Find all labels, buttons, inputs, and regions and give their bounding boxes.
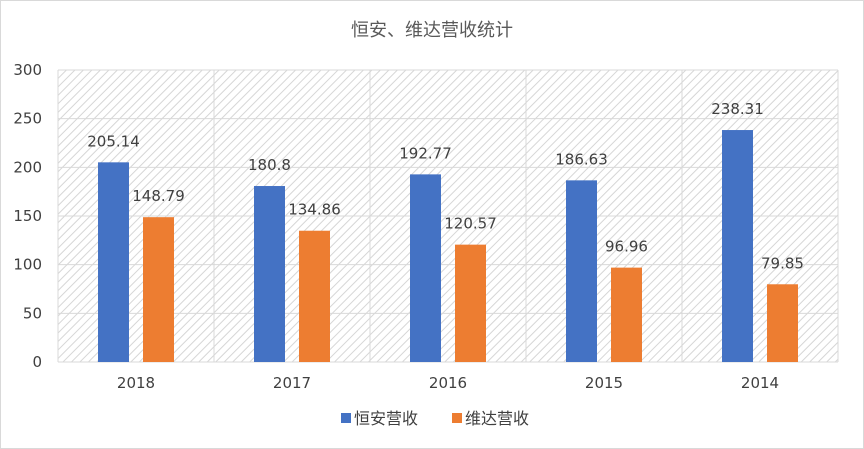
bar-hengan-2016	[410, 174, 441, 362]
bar-hengan-2015	[566, 180, 597, 362]
bar-hengan-2014	[722, 130, 753, 362]
x-tick-label: 2015	[585, 374, 623, 392]
bar-vinda-2015	[611, 267, 642, 362]
bar-vinda-2017	[299, 230, 330, 362]
data-label: 186.63	[555, 150, 608, 168]
bar-vinda-2018	[143, 217, 174, 362]
data-label: 238.31	[711, 100, 764, 118]
y-tick-label: 150	[13, 207, 42, 225]
data-label: 120.57	[444, 215, 497, 233]
data-label: 205.14	[87, 132, 140, 150]
bar-hengan-2018	[98, 162, 129, 362]
x-tick-label: 2014	[741, 374, 779, 392]
y-tick-label: 250	[13, 110, 42, 128]
y-tick-label: 300	[13, 61, 42, 79]
data-label: 96.96	[605, 238, 648, 256]
x-tick-label: 2016	[429, 374, 467, 392]
data-label: 180.8	[248, 156, 291, 174]
data-label: 148.79	[132, 187, 185, 205]
x-tick-label: 2017	[273, 374, 311, 392]
y-tick-label: 0	[32, 353, 42, 371]
data-label: 79.85	[761, 254, 804, 272]
bar-hengan-2017	[254, 186, 285, 362]
legend-label: 维达营收	[465, 409, 529, 428]
y-tick-label: 100	[13, 256, 42, 274]
bar-vinda-2014	[767, 284, 798, 362]
bar-vinda-2016	[455, 244, 486, 362]
legend-label: 恒安营收	[354, 409, 418, 428]
data-label: 192.77	[399, 144, 452, 162]
data-label: 134.86	[288, 201, 341, 219]
x-tick-label: 2018	[117, 374, 155, 392]
y-tick-label: 200	[13, 158, 42, 176]
y-tick-label: 50	[23, 304, 42, 322]
chart-title: 恒安、维达营收统计	[351, 20, 513, 41]
legend-swatch	[452, 413, 462, 423]
legend-swatch	[341, 413, 351, 423]
